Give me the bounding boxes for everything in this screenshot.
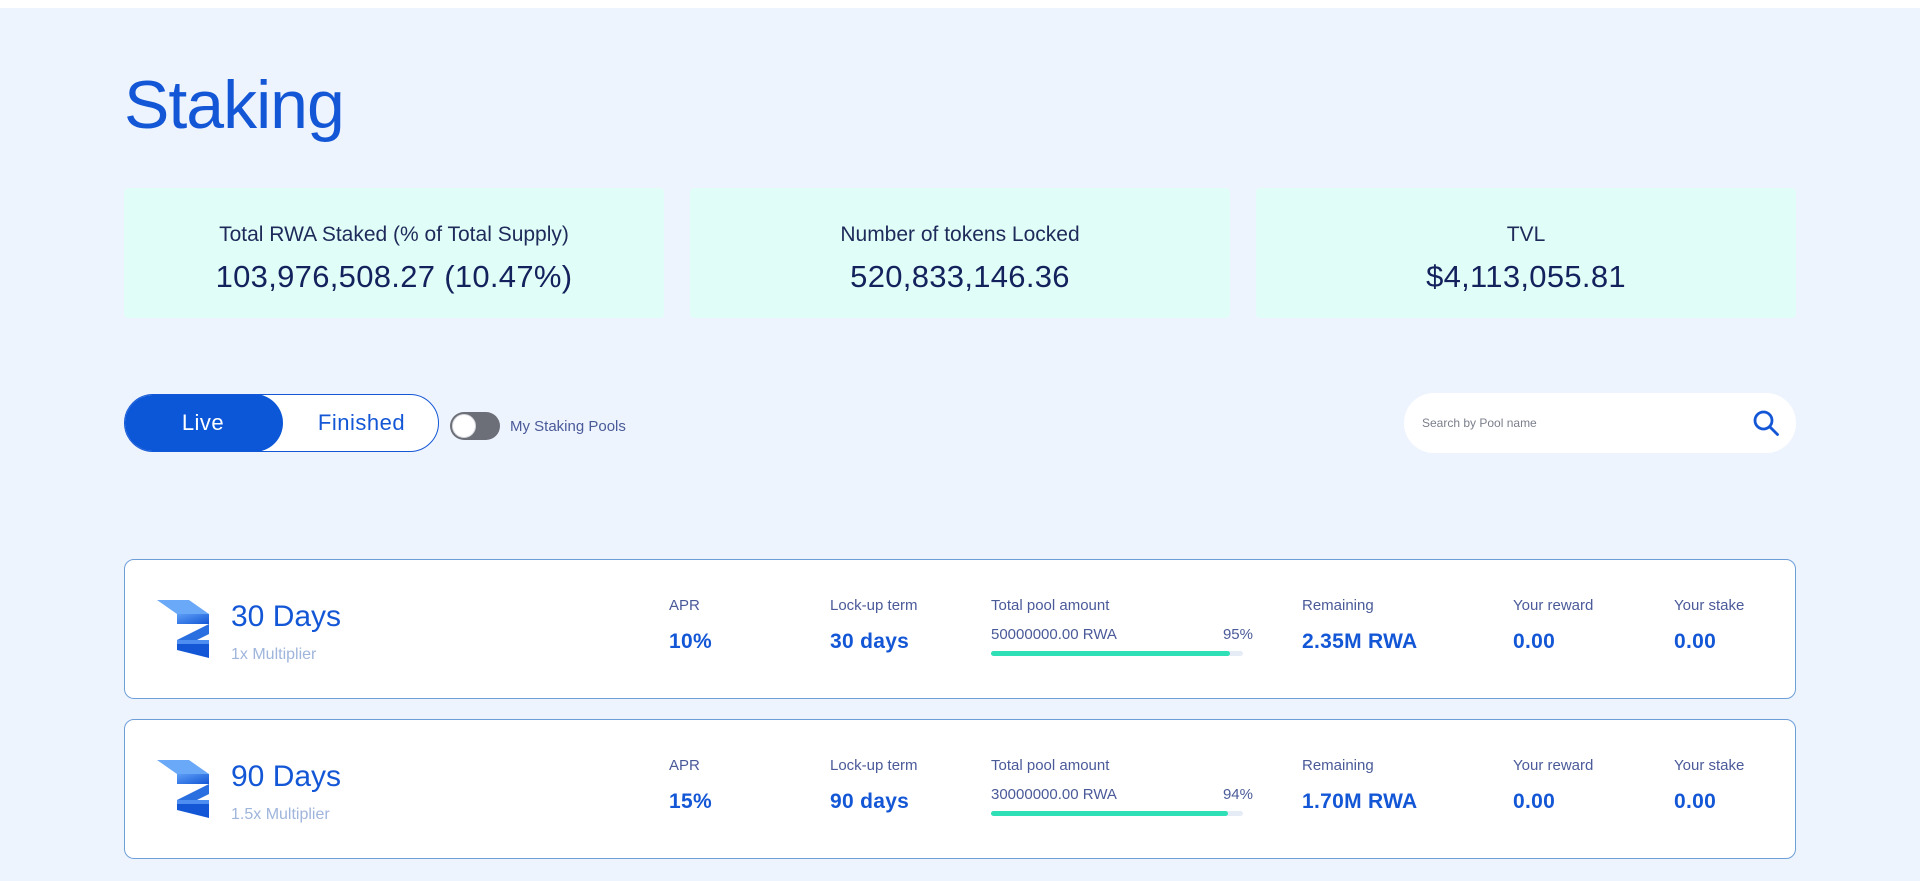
lockup-value: 30 days: [830, 630, 910, 653]
stat-card-total-staked: Total RWA Staked (% of Total Supply) 103…: [124, 188, 664, 318]
tab-live[interactable]: Live: [125, 395, 283, 451]
pool-card-30-days[interactable]: 30 Days 1x Multiplier APR 10% Lock-up te…: [124, 559, 1796, 699]
tab-finished[interactable]: Finished: [317, 409, 406, 435]
pool-progress-bar: [991, 811, 1243, 816]
stat-value: 520,833,146.36: [850, 259, 1070, 294]
remaining-label: Remaining: [1302, 757, 1374, 774]
lockup-value: 90 days: [830, 790, 910, 813]
pool-filled-percent: 95%: [1222, 626, 1253, 643]
apr-value: 15%: [669, 790, 712, 813]
stat-label: TVL: [1506, 223, 1546, 246]
stats-row: Total RWA Staked (% of Total Supply) 103…: [124, 188, 1796, 318]
page-title: Staking: [124, 67, 345, 143]
remaining-label: Remaining: [1302, 597, 1374, 614]
stake-value: 0.00: [1674, 790, 1717, 813]
reward-value: 0.00: [1513, 790, 1556, 813]
stat-card-tokens-locked: Number of tokens Locked 520,833,146.36: [690, 188, 1230, 318]
pool-card-90-days[interactable]: 90 Days 1.5x Multiplier APR 15% Lock-up …: [124, 719, 1796, 859]
reward-value: 0.00: [1513, 630, 1556, 653]
apr-label: APR: [669, 757, 700, 774]
apr-value: 10%: [669, 630, 712, 653]
pool-status-tabs: Live Finished: [124, 394, 439, 452]
pool-search: [1404, 393, 1796, 453]
pool-multiplier: 1.5x Multiplier: [231, 806, 330, 823]
apr-label: APR: [669, 597, 700, 614]
stat-label: Number of tokens Locked: [840, 223, 1080, 246]
top-bar: [0, 0, 1920, 8]
remaining-value: 2.35M RWA: [1302, 630, 1418, 653]
pool-progress-bar: [991, 651, 1243, 656]
search-input[interactable]: [1422, 405, 1722, 441]
search-icon[interactable]: [1752, 409, 1780, 437]
pool-filled-percent: 94%: [1222, 786, 1253, 803]
pool-progress-fill: [991, 651, 1231, 656]
rwa-logo-icon: [157, 760, 209, 818]
stat-value: 103,976,508.27 (10.47%): [215, 259, 573, 294]
stat-value: $4,113,055.81: [1426, 259, 1626, 294]
pool-multiplier: 1x Multiplier: [231, 646, 317, 663]
stat-card-tvl: TVL $4,113,055.81: [1256, 188, 1796, 318]
total-pool-value: 50000000.00 RWA: [991, 626, 1117, 643]
stake-label: Your stake: [1674, 757, 1745, 774]
reward-label: Your reward: [1513, 757, 1594, 774]
total-pool-value: 30000000.00 RWA: [991, 786, 1117, 803]
rwa-logo-icon: [157, 600, 209, 658]
pool-progress-fill: [991, 811, 1228, 816]
stake-label: Your stake: [1674, 597, 1745, 614]
lockup-label: Lock-up term: [830, 757, 918, 774]
my-staking-pools-label: My Staking Pools: [510, 418, 626, 435]
stat-label: Total RWA Staked (% of Total Supply): [219, 223, 569, 246]
lockup-label: Lock-up term: [830, 597, 918, 614]
pool-name: 90 Days: [231, 760, 342, 793]
toggle-knob: [452, 414, 476, 438]
remaining-value: 1.70M RWA: [1302, 790, 1418, 813]
total-pool-label: Total pool amount: [991, 597, 1110, 614]
total-pool-label: Total pool amount: [991, 757, 1110, 774]
stake-value: 0.00: [1674, 630, 1717, 653]
reward-label: Your reward: [1513, 597, 1594, 614]
pool-name: 30 Days: [231, 600, 342, 633]
staking-page: Staking Total RWA Staked (% of Total Sup…: [0, 8, 1920, 881]
my-staking-pools-toggle[interactable]: [450, 412, 500, 440]
